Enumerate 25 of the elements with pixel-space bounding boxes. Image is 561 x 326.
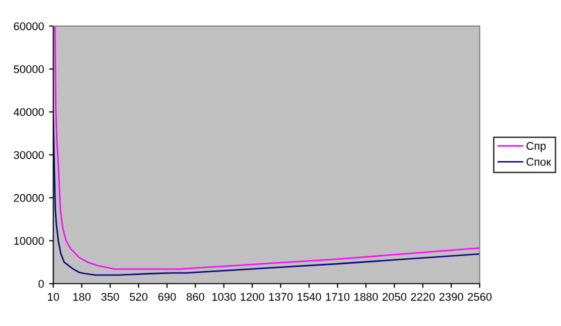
x-tick-label: 1710 (326, 292, 350, 301)
x-tick-label: 1540 (298, 292, 322, 301)
legend-label: Спок (526, 158, 552, 166)
y-tick-label: 0 (38, 280, 44, 288)
x-tick-label: 690 (158, 292, 176, 301)
x-tick-label: 860 (186, 292, 204, 301)
x-tick-label: 2220 (411, 292, 435, 301)
y-tick-label: 40000 (14, 108, 44, 116)
x-tick-label: 1200 (240, 292, 264, 301)
x-tick-label: 2050 (382, 292, 406, 301)
x-tick-label: 520 (130, 292, 148, 301)
x-tick-label: 1030 (212, 292, 236, 301)
y-tick-label: 10000 (14, 236, 44, 245)
y-tick-label: 50000 (14, 65, 44, 74)
x-tick-label: 2560 (468, 292, 492, 301)
x-tick-label: 1880 (354, 292, 378, 301)
x-tick-label: 350 (101, 292, 119, 301)
y-tick-label: 60000 (14, 22, 44, 30)
x-tick-label: 180 (73, 292, 91, 301)
x-tick-label: 2390 (439, 292, 464, 301)
y-tick-label: 30000 (14, 151, 44, 159)
y-tick-label: 20000 (14, 194, 44, 202)
x-tick-label: 10 (48, 292, 60, 301)
legend-label: Спр (526, 142, 546, 152)
x-tick-label: 1370 (269, 292, 293, 301)
